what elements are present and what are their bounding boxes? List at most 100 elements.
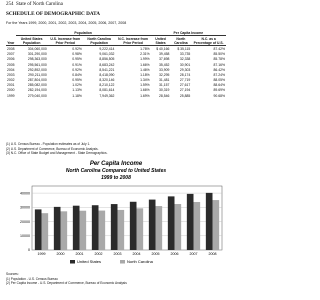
column-header: United States Population	[15, 35, 48, 47]
table-cell: 304,060,000	[27, 46, 47, 51]
notes: (1) U.S. Census Bureau - Population esti…	[6, 142, 226, 156]
table-cell: 1.18%	[140, 72, 150, 77]
table-cell: 292,892,000	[27, 67, 47, 72]
group-header: Population	[15, 30, 151, 37]
group-header-row: Population Per Capita Income	[6, 30, 226, 37]
table-cell: 0.98%	[72, 52, 82, 57]
table-row: 2006 298,363,000 0.95% 8,856,505 1.99% 37,698…	[6, 57, 226, 62]
table-cell: 88.64%	[213, 83, 226, 88]
note: (3) N.C. Office of State Budget and Mana…	[6, 151, 108, 155]
table-cell: 8,418,090	[99, 72, 115, 77]
chart-subtitle: 1999 to 2008	[101, 175, 131, 181]
table-cell: 0.84%	[72, 72, 82, 77]
table-row: 2008 304,060,000 0.92% 9,222,414 1.78% $ 40,1…	[6, 46, 226, 52]
bar	[110, 204, 118, 250]
column-header: United States	[150, 35, 171, 47]
group-header: Per Capita Income	[150, 30, 226, 37]
table-cell: 1.69%	[140, 93, 150, 98]
table-cell: 87.24%	[213, 72, 226, 77]
bar	[212, 200, 220, 250]
table-cell: 32,295	[159, 72, 170, 77]
x-tick-label: 2002	[95, 252, 103, 256]
table-cell: $ 35,115	[177, 46, 191, 51]
table-cell: 8,210,122	[99, 83, 115, 88]
table-cell: 2.31%	[140, 52, 150, 57]
column-header: N.C. as a Percentage of U.S.	[191, 35, 226, 47]
table-cell: 27,617	[179, 83, 191, 88]
table-cell: 2004	[7, 67, 15, 72]
table-cell: 87.42%	[213, 46, 226, 51]
header-row: Year United States Population U.S. Increas…	[6, 35, 226, 47]
table-row: 2003 290,211,000 0.84% 8,418,090 1.18% 32,295…	[6, 72, 226, 77]
table-row: 2007 301,290,000 0.98% 9,061,032 2.31% 39,458…	[6, 52, 226, 57]
bar	[117, 209, 125, 250]
table-cell: 85.50%	[213, 52, 226, 57]
table-cell: 9,222,414	[99, 46, 115, 51]
table-cell: 1.59%	[140, 83, 150, 88]
table-cell: $ 40,166	[156, 46, 170, 51]
column-header: U.S. Increase from Prior Period	[47, 35, 83, 47]
y-tick-label: 30000	[20, 206, 30, 210]
x-tick-label: 2006	[171, 252, 179, 256]
page: 254 State of North Carolina SCHEDULE OF …	[6, 2, 226, 286]
table-cell: 0.95%	[72, 78, 82, 83]
y-tick-label: 20000	[20, 220, 30, 224]
table-cell: 90.68%	[213, 93, 226, 98]
y-tick-label: 0	[28, 248, 30, 252]
column-header: North Carolina Population	[82, 35, 116, 47]
column-header: N.C. Increase from Prior Period	[115, 35, 151, 47]
legend-label: North Carolina	[127, 259, 154, 264]
x-tick-label: 2008	[209, 252, 217, 256]
x-tick-label: 1999	[38, 252, 46, 256]
table-cell: 87.16%	[213, 62, 226, 67]
table-cell: 28,546	[159, 93, 170, 98]
table-cell: 2005	[7, 62, 15, 67]
table-cell: 33,909	[159, 67, 170, 72]
table-cell: 9,061,032	[99, 52, 115, 57]
table-row: 2000 282,194,000 1.13% 8,081,614 1.66% 30,319…	[6, 88, 226, 93]
table-cell: 1.02%	[72, 83, 82, 88]
x-tick-label: 2003	[114, 252, 122, 256]
table-cell: 29,303	[179, 67, 191, 72]
table-cell: 2007	[7, 52, 15, 57]
bar	[34, 209, 42, 250]
table-cell: 282,194,000	[27, 88, 47, 93]
table-cell: 37,698	[159, 57, 170, 62]
table-cell: 0.91%	[72, 62, 82, 67]
table-cell: 295,561,000	[27, 62, 47, 67]
table-cell: 25,885	[179, 93, 191, 98]
table-cell: 301,290,000	[27, 52, 47, 57]
chart-subtitle: North Carolina Compared to United States	[66, 168, 167, 174]
x-tick-label: 2007	[190, 252, 198, 256]
bar	[41, 213, 49, 250]
table-cell: 27,719	[179, 78, 191, 83]
bar	[193, 202, 201, 250]
table-cell: 0.95%	[72, 57, 82, 62]
table-row: 1999 279,040,000 1.18% 7,949,362 1.69% 28,546…	[6, 93, 226, 98]
bar	[148, 199, 156, 250]
table-cell: 7,949,362	[99, 93, 115, 98]
column-header: Year	[6, 35, 16, 47]
table-cell: 2008	[7, 46, 15, 51]
table-cell: 33,735	[179, 52, 191, 57]
table-cell: 89.69%	[213, 88, 226, 93]
page-header: 254 State of North Carolina	[6, 2, 63, 7]
table-cell: 88.05%	[213, 78, 226, 83]
table-cell: 279,040,000	[27, 93, 47, 98]
table-cell: 32,338	[179, 57, 191, 62]
table-cell: 290,211,000	[28, 72, 47, 77]
sources: Sources: (1) Population - U.S. Census Bur…	[6, 272, 226, 286]
table-row: 2005 295,561,000 0.91% 8,683,242 1.66% 35,452…	[6, 62, 226, 67]
x-tick-label: 2000	[57, 252, 65, 256]
x-tick-label: 2001	[76, 252, 84, 256]
table-cell: 31,157	[159, 83, 170, 88]
table-cell: 2006	[7, 57, 15, 62]
table-cell: 1999	[7, 93, 15, 98]
y-tick-label: 10000	[20, 234, 30, 238]
legend-swatch	[120, 260, 125, 264]
data-table: Population Per Capita Income Year United St…	[6, 30, 226, 98]
source: Sources:	[6, 272, 19, 276]
title: SCHEDULE OF DEMOGRAPHIC DATA	[6, 11, 101, 17]
bar	[167, 196, 175, 250]
table-cell: 85.78%	[213, 57, 226, 62]
